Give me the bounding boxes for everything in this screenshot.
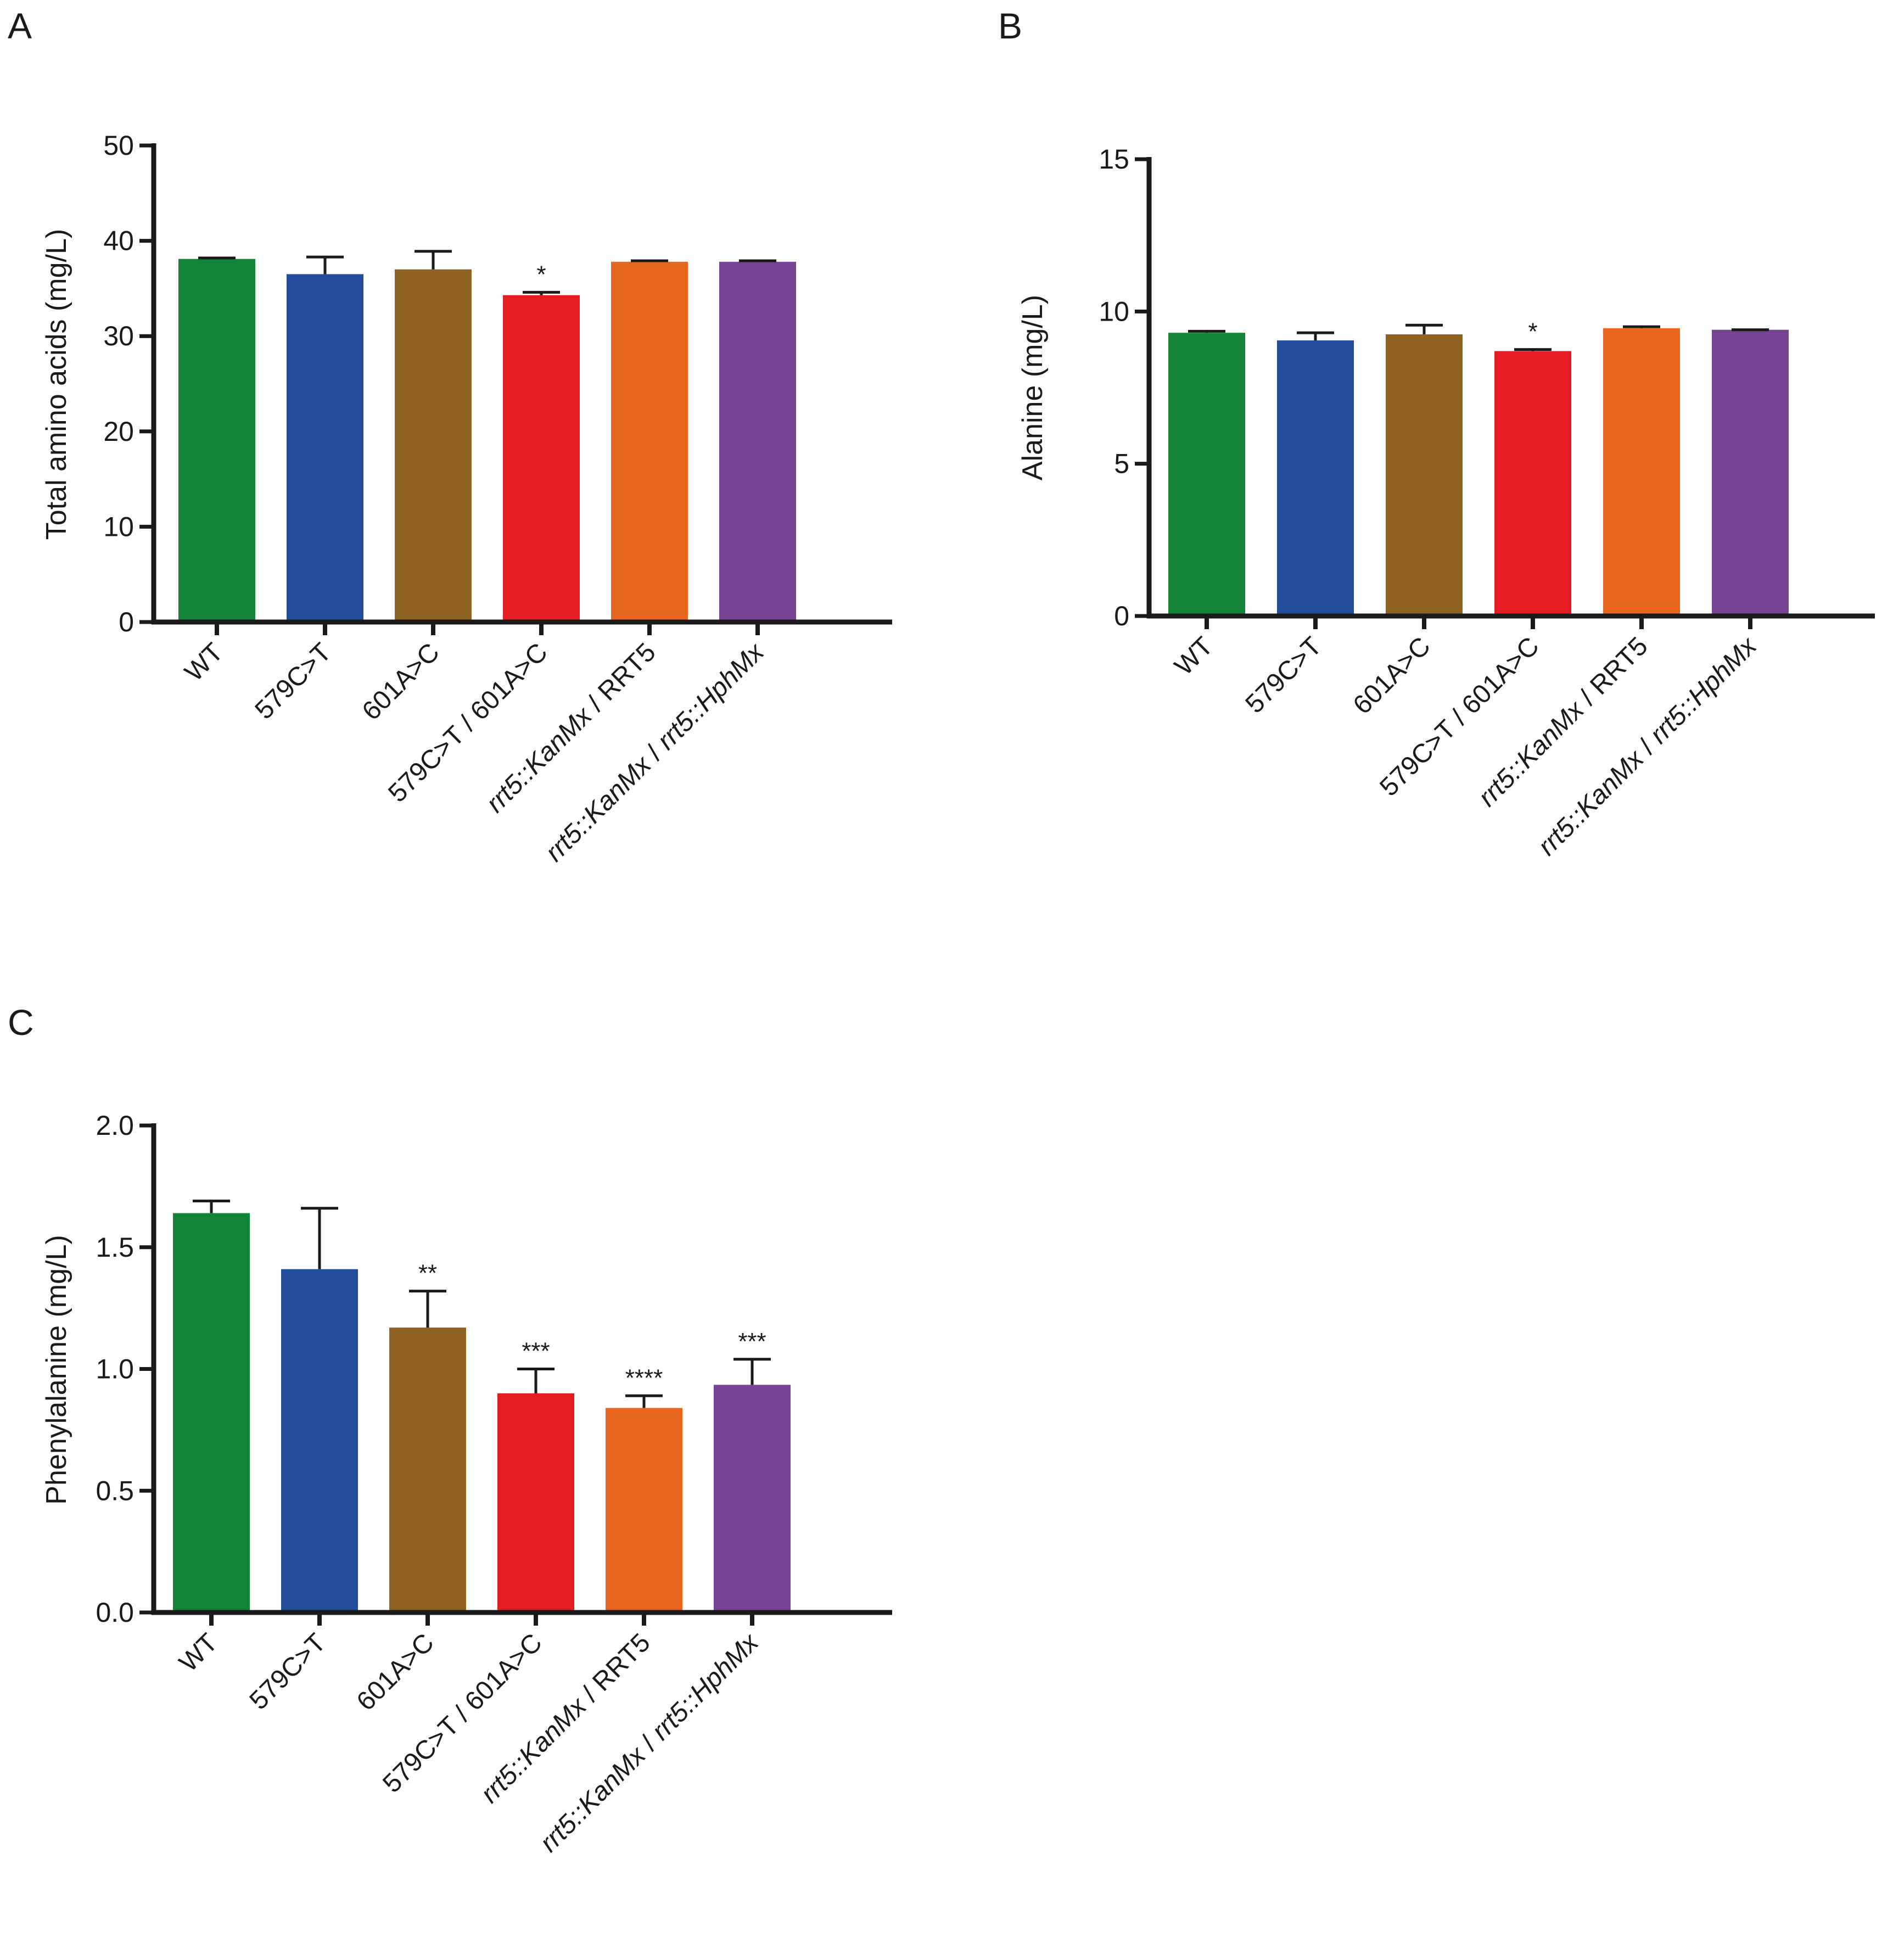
category-label: 601A>C bbox=[351, 1628, 440, 1716]
panel-label: B bbox=[998, 5, 1022, 46]
bar bbox=[719, 261, 796, 622]
significance-label: *** bbox=[522, 1338, 550, 1365]
category-label: WT bbox=[180, 637, 229, 687]
category-label: rrt5::KanMx / rrt5::HphMx bbox=[1532, 631, 1763, 861]
bar bbox=[389, 1328, 466, 1612]
y-axis-title: Alanine (mg/L) bbox=[1017, 295, 1049, 480]
bar bbox=[1712, 329, 1789, 616]
bar bbox=[714, 1385, 791, 1612]
y-axis-title: Total amino acids (mg/L) bbox=[41, 229, 72, 540]
y-tick-label: 0.0 bbox=[96, 1597, 134, 1628]
significance-label: **** bbox=[625, 1364, 663, 1391]
category-label: 601A>C bbox=[357, 637, 445, 726]
bar bbox=[1168, 333, 1245, 616]
bar bbox=[1277, 340, 1354, 616]
panel-label: A bbox=[8, 5, 32, 46]
category-label: 579C>T bbox=[250, 637, 337, 725]
y-tick-label: 10 bbox=[103, 511, 134, 542]
y-tick-label: 0.5 bbox=[96, 1475, 134, 1506]
bar bbox=[503, 295, 580, 622]
significance-label: *** bbox=[738, 1328, 766, 1355]
bar bbox=[1386, 334, 1463, 616]
y-axis-title: Phenylalanine (mg/L) bbox=[41, 1235, 72, 1504]
bar bbox=[281, 1269, 358, 1612]
category-label: rrt5::KanMx / rrt5::HphMx bbox=[540, 637, 770, 867]
y-tick-label: 0 bbox=[1114, 601, 1129, 631]
y-tick-label: 1.5 bbox=[96, 1232, 134, 1263]
panel-a-total-amino-acids-chart: AWT 579C>T 601A>C*579C>T / 601A>Crrt5::Kan… bbox=[8, 5, 892, 867]
y-tick-label: 2.0 bbox=[96, 1110, 134, 1141]
significance-label: * bbox=[536, 261, 546, 288]
bar bbox=[395, 269, 472, 622]
category-label: 579C>T bbox=[244, 1628, 332, 1715]
category-label: WT bbox=[1169, 631, 1219, 681]
bar bbox=[1603, 328, 1680, 616]
y-tick-label: 15 bbox=[1099, 144, 1129, 175]
bar bbox=[287, 274, 363, 622]
y-tick-label: 5 bbox=[1114, 449, 1129, 479]
bar bbox=[173, 1213, 250, 1612]
y-tick-label: 20 bbox=[103, 416, 134, 447]
bar bbox=[611, 261, 688, 622]
bar bbox=[606, 1408, 682, 1612]
panel-label: C bbox=[8, 1002, 34, 1043]
category-label: 579C>T bbox=[1240, 631, 1328, 719]
category-label: WT bbox=[174, 1628, 223, 1677]
bar bbox=[178, 259, 255, 623]
bar bbox=[497, 1393, 574, 1612]
y-tick-label: 40 bbox=[103, 226, 134, 256]
panel-b-alanine-chart: BWT 579C>T 601A>C*579C>T / 601A>Crrt5::Kan… bbox=[998, 5, 1875, 861]
y-tick-label: 50 bbox=[103, 130, 134, 161]
panel-c-phenylalanine-chart: CWT 579C>T**601A>C***579C>T / 601A>C****r… bbox=[8, 1002, 892, 1858]
significance-label: * bbox=[1528, 318, 1537, 345]
significance-label: ** bbox=[418, 1260, 437, 1287]
y-tick-label: 30 bbox=[103, 321, 134, 351]
category-label: 601A>C bbox=[1348, 631, 1436, 720]
y-tick-label: 0 bbox=[119, 607, 134, 637]
y-tick-label: 10 bbox=[1099, 296, 1129, 327]
y-tick-label: 1.0 bbox=[96, 1354, 134, 1385]
category-label: rrt5::KanMx / rrt5::HphMx bbox=[534, 1627, 765, 1858]
bar bbox=[1494, 351, 1571, 616]
